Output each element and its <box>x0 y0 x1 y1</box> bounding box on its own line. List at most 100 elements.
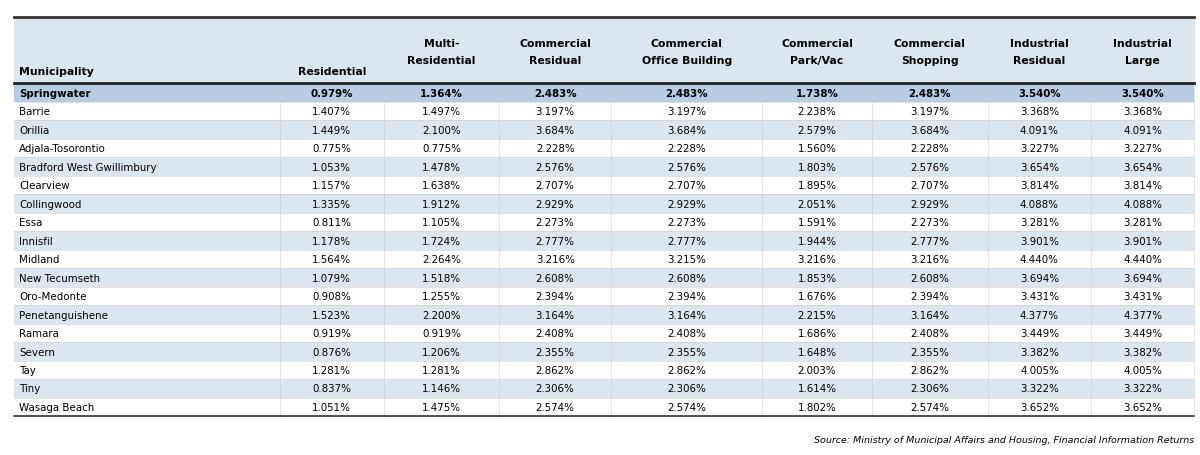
Text: 2.355%: 2.355% <box>667 347 707 357</box>
Text: Springwater: Springwater <box>19 88 91 98</box>
Text: Commercial: Commercial <box>894 39 966 49</box>
Text: 3.652%: 3.652% <box>1123 402 1162 412</box>
Text: 2.579%: 2.579% <box>798 125 836 135</box>
Text: Residual: Residual <box>1013 56 1066 66</box>
Text: 2.574%: 2.574% <box>535 402 575 412</box>
Text: 2.777%: 2.777% <box>667 236 707 246</box>
Text: 2.574%: 2.574% <box>911 402 949 412</box>
Text: 2.608%: 2.608% <box>536 273 575 283</box>
Bar <box>14 84 1194 103</box>
Bar <box>14 324 1194 343</box>
Text: 2.273%: 2.273% <box>911 217 949 228</box>
Text: 2.355%: 2.355% <box>535 347 575 357</box>
Text: 4.440%: 4.440% <box>1123 254 1162 264</box>
Text: Innisfil: Innisfil <box>19 236 53 246</box>
Text: 3.368%: 3.368% <box>1123 107 1163 117</box>
Text: Office Building: Office Building <box>642 56 732 66</box>
Text: 4.005%: 4.005% <box>1123 365 1162 375</box>
Text: Midland: Midland <box>19 254 60 264</box>
Text: 1.281%: 1.281% <box>422 365 461 375</box>
Text: 0.908%: 0.908% <box>312 291 352 301</box>
Text: 3.431%: 3.431% <box>1123 291 1163 301</box>
Text: 1.079%: 1.079% <box>312 273 352 283</box>
Text: 2.394%: 2.394% <box>667 291 707 301</box>
Text: 2.264%: 2.264% <box>422 254 461 264</box>
Bar <box>14 18 1194 84</box>
Text: 2.576%: 2.576% <box>667 162 707 172</box>
Text: 1.449%: 1.449% <box>312 125 352 135</box>
Text: 3.540%: 3.540% <box>1121 88 1164 98</box>
Text: 2.929%: 2.929% <box>911 199 949 209</box>
Text: 3.164%: 3.164% <box>911 310 949 320</box>
Text: Municipality: Municipality <box>19 67 94 77</box>
Text: 3.216%: 3.216% <box>911 254 949 264</box>
Text: 2.862%: 2.862% <box>536 365 575 375</box>
Text: 3.694%: 3.694% <box>1020 273 1060 283</box>
Text: Barrie: Barrie <box>19 107 50 117</box>
Text: Bradford West Gwillimbury: Bradford West Gwillimbury <box>19 162 157 172</box>
Text: Orillia: Orillia <box>19 125 49 135</box>
Text: 2.306%: 2.306% <box>536 384 575 394</box>
Text: 2.238%: 2.238% <box>798 107 836 117</box>
Text: 2.408%: 2.408% <box>911 329 949 338</box>
Text: 3.694%: 3.694% <box>1123 273 1163 283</box>
Text: 3.197%: 3.197% <box>535 107 575 117</box>
Text: 2.228%: 2.228% <box>536 144 575 154</box>
Bar <box>14 177 1194 195</box>
Text: 2.777%: 2.777% <box>911 236 949 246</box>
Text: Collingwood: Collingwood <box>19 199 82 209</box>
Bar <box>14 343 1194 361</box>
Text: 1.676%: 1.676% <box>798 291 836 301</box>
Text: 3.449%: 3.449% <box>1123 329 1163 338</box>
Text: 1.686%: 1.686% <box>798 329 836 338</box>
Text: 2.576%: 2.576% <box>911 162 949 172</box>
Bar <box>14 306 1194 324</box>
Text: 2.408%: 2.408% <box>536 329 575 338</box>
Text: 3.227%: 3.227% <box>1123 144 1162 154</box>
Text: 1.724%: 1.724% <box>422 236 461 246</box>
Text: 3.684%: 3.684% <box>667 125 707 135</box>
Text: Industrial: Industrial <box>1114 39 1172 49</box>
Text: 1.281%: 1.281% <box>312 365 352 375</box>
Text: 1.895%: 1.895% <box>798 181 836 191</box>
Text: 2.707%: 2.707% <box>536 181 575 191</box>
Text: 0.775%: 0.775% <box>422 144 461 154</box>
Text: 1.206%: 1.206% <box>422 347 461 357</box>
Text: 2.200%: 2.200% <box>422 310 461 320</box>
Bar <box>14 287 1194 306</box>
Text: 3.901%: 3.901% <box>1020 236 1058 246</box>
Bar <box>14 213 1194 232</box>
Text: Tay: Tay <box>19 365 36 375</box>
Text: 4.091%: 4.091% <box>1020 125 1058 135</box>
Text: Industrial: Industrial <box>1010 39 1069 49</box>
Text: 1.518%: 1.518% <box>422 273 461 283</box>
Text: Residual: Residual <box>529 56 581 66</box>
Text: 2.707%: 2.707% <box>667 181 707 191</box>
Bar <box>14 140 1194 158</box>
Text: 3.197%: 3.197% <box>667 107 707 117</box>
Text: 1.912%: 1.912% <box>422 199 461 209</box>
Bar <box>14 250 1194 269</box>
Text: 1.255%: 1.255% <box>422 291 461 301</box>
Text: Large: Large <box>1126 56 1160 66</box>
Text: 1.523%: 1.523% <box>312 310 352 320</box>
Text: 1.335%: 1.335% <box>312 199 352 209</box>
Text: 4.088%: 4.088% <box>1123 199 1162 209</box>
Text: 3.652%: 3.652% <box>1020 402 1058 412</box>
Text: 1.364%: 1.364% <box>420 88 463 98</box>
Text: 2.215%: 2.215% <box>798 310 836 320</box>
Text: 2.574%: 2.574% <box>667 402 707 412</box>
Text: 3.322%: 3.322% <box>1020 384 1058 394</box>
Text: Source: Ministry of Municipal Affairs and Housing, Financial Information Returns: Source: Ministry of Municipal Affairs an… <box>814 435 1194 444</box>
Text: 4.440%: 4.440% <box>1020 254 1058 264</box>
Text: 1.157%: 1.157% <box>312 181 352 191</box>
Text: 2.707%: 2.707% <box>911 181 949 191</box>
Text: Penetanguishene: Penetanguishene <box>19 310 108 320</box>
Text: 3.449%: 3.449% <box>1020 329 1060 338</box>
Text: 3.540%: 3.540% <box>1018 88 1061 98</box>
Bar <box>14 158 1194 177</box>
Text: 2.608%: 2.608% <box>911 273 949 283</box>
Text: 1.146%: 1.146% <box>422 384 461 394</box>
Text: 1.853%: 1.853% <box>798 273 836 283</box>
Text: 2.483%: 2.483% <box>534 88 576 98</box>
